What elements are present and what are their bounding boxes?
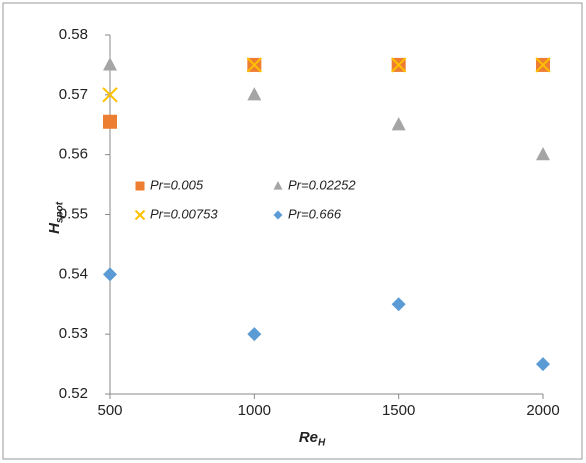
marker-diamond bbox=[536, 357, 550, 372]
x-tick-label: 2000 bbox=[526, 402, 559, 419]
marker-diamond bbox=[103, 267, 117, 282]
marker-cross bbox=[535, 57, 551, 73]
marker-triangle bbox=[273, 181, 283, 190]
marker-cross bbox=[134, 209, 146, 221]
x-axis-label-sub: H bbox=[318, 438, 326, 449]
y-tick-label: 0.53 bbox=[59, 325, 88, 342]
marker-triangle bbox=[247, 87, 262, 101]
marker-square bbox=[103, 114, 117, 129]
marker-diamond bbox=[247, 327, 262, 342]
marker-triangle bbox=[536, 146, 550, 161]
y-axis-label-sub: spot bbox=[55, 201, 66, 223]
y-tick-label: 0.55 bbox=[59, 205, 88, 222]
x-axis-label: Re bbox=[299, 429, 318, 446]
marker-triangle bbox=[103, 57, 117, 71]
x-tick-label: 1000 bbox=[238, 402, 271, 419]
legend-label: Pr=0.005 bbox=[150, 177, 204, 192]
y-axis-label-group: H spot bbox=[46, 201, 66, 234]
marker-diamond bbox=[391, 297, 406, 312]
marker-cross bbox=[246, 57, 263, 73]
x-tick-label: 1500 bbox=[382, 402, 415, 419]
legend-label: Pr=0.666 bbox=[288, 206, 342, 221]
y-tick-label: 0.57 bbox=[59, 86, 88, 103]
y-tick-label: 0.54 bbox=[59, 265, 88, 282]
y-tick-label: 0.52 bbox=[59, 385, 88, 402]
legend-label: Pr=0.02252 bbox=[288, 177, 356, 192]
marker-square bbox=[135, 181, 145, 191]
legend-label: Pr=0.00753 bbox=[150, 206, 218, 221]
y-tick-label: 0.56 bbox=[59, 146, 88, 163]
marker-cross bbox=[102, 87, 118, 103]
x-tick-label: 500 bbox=[97, 402, 122, 419]
y-axis-label: H bbox=[46, 222, 63, 234]
y-tick-label: 0.58 bbox=[59, 26, 88, 43]
marker-cross bbox=[390, 57, 407, 73]
marker-diamond bbox=[273, 210, 283, 220]
marker-triangle bbox=[391, 117, 406, 131]
